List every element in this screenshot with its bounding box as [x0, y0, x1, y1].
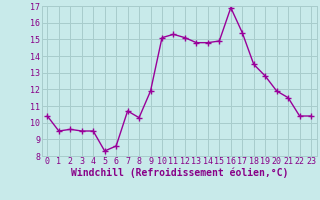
X-axis label: Windchill (Refroidissement éolien,°C): Windchill (Refroidissement éolien,°C): [70, 168, 288, 178]
